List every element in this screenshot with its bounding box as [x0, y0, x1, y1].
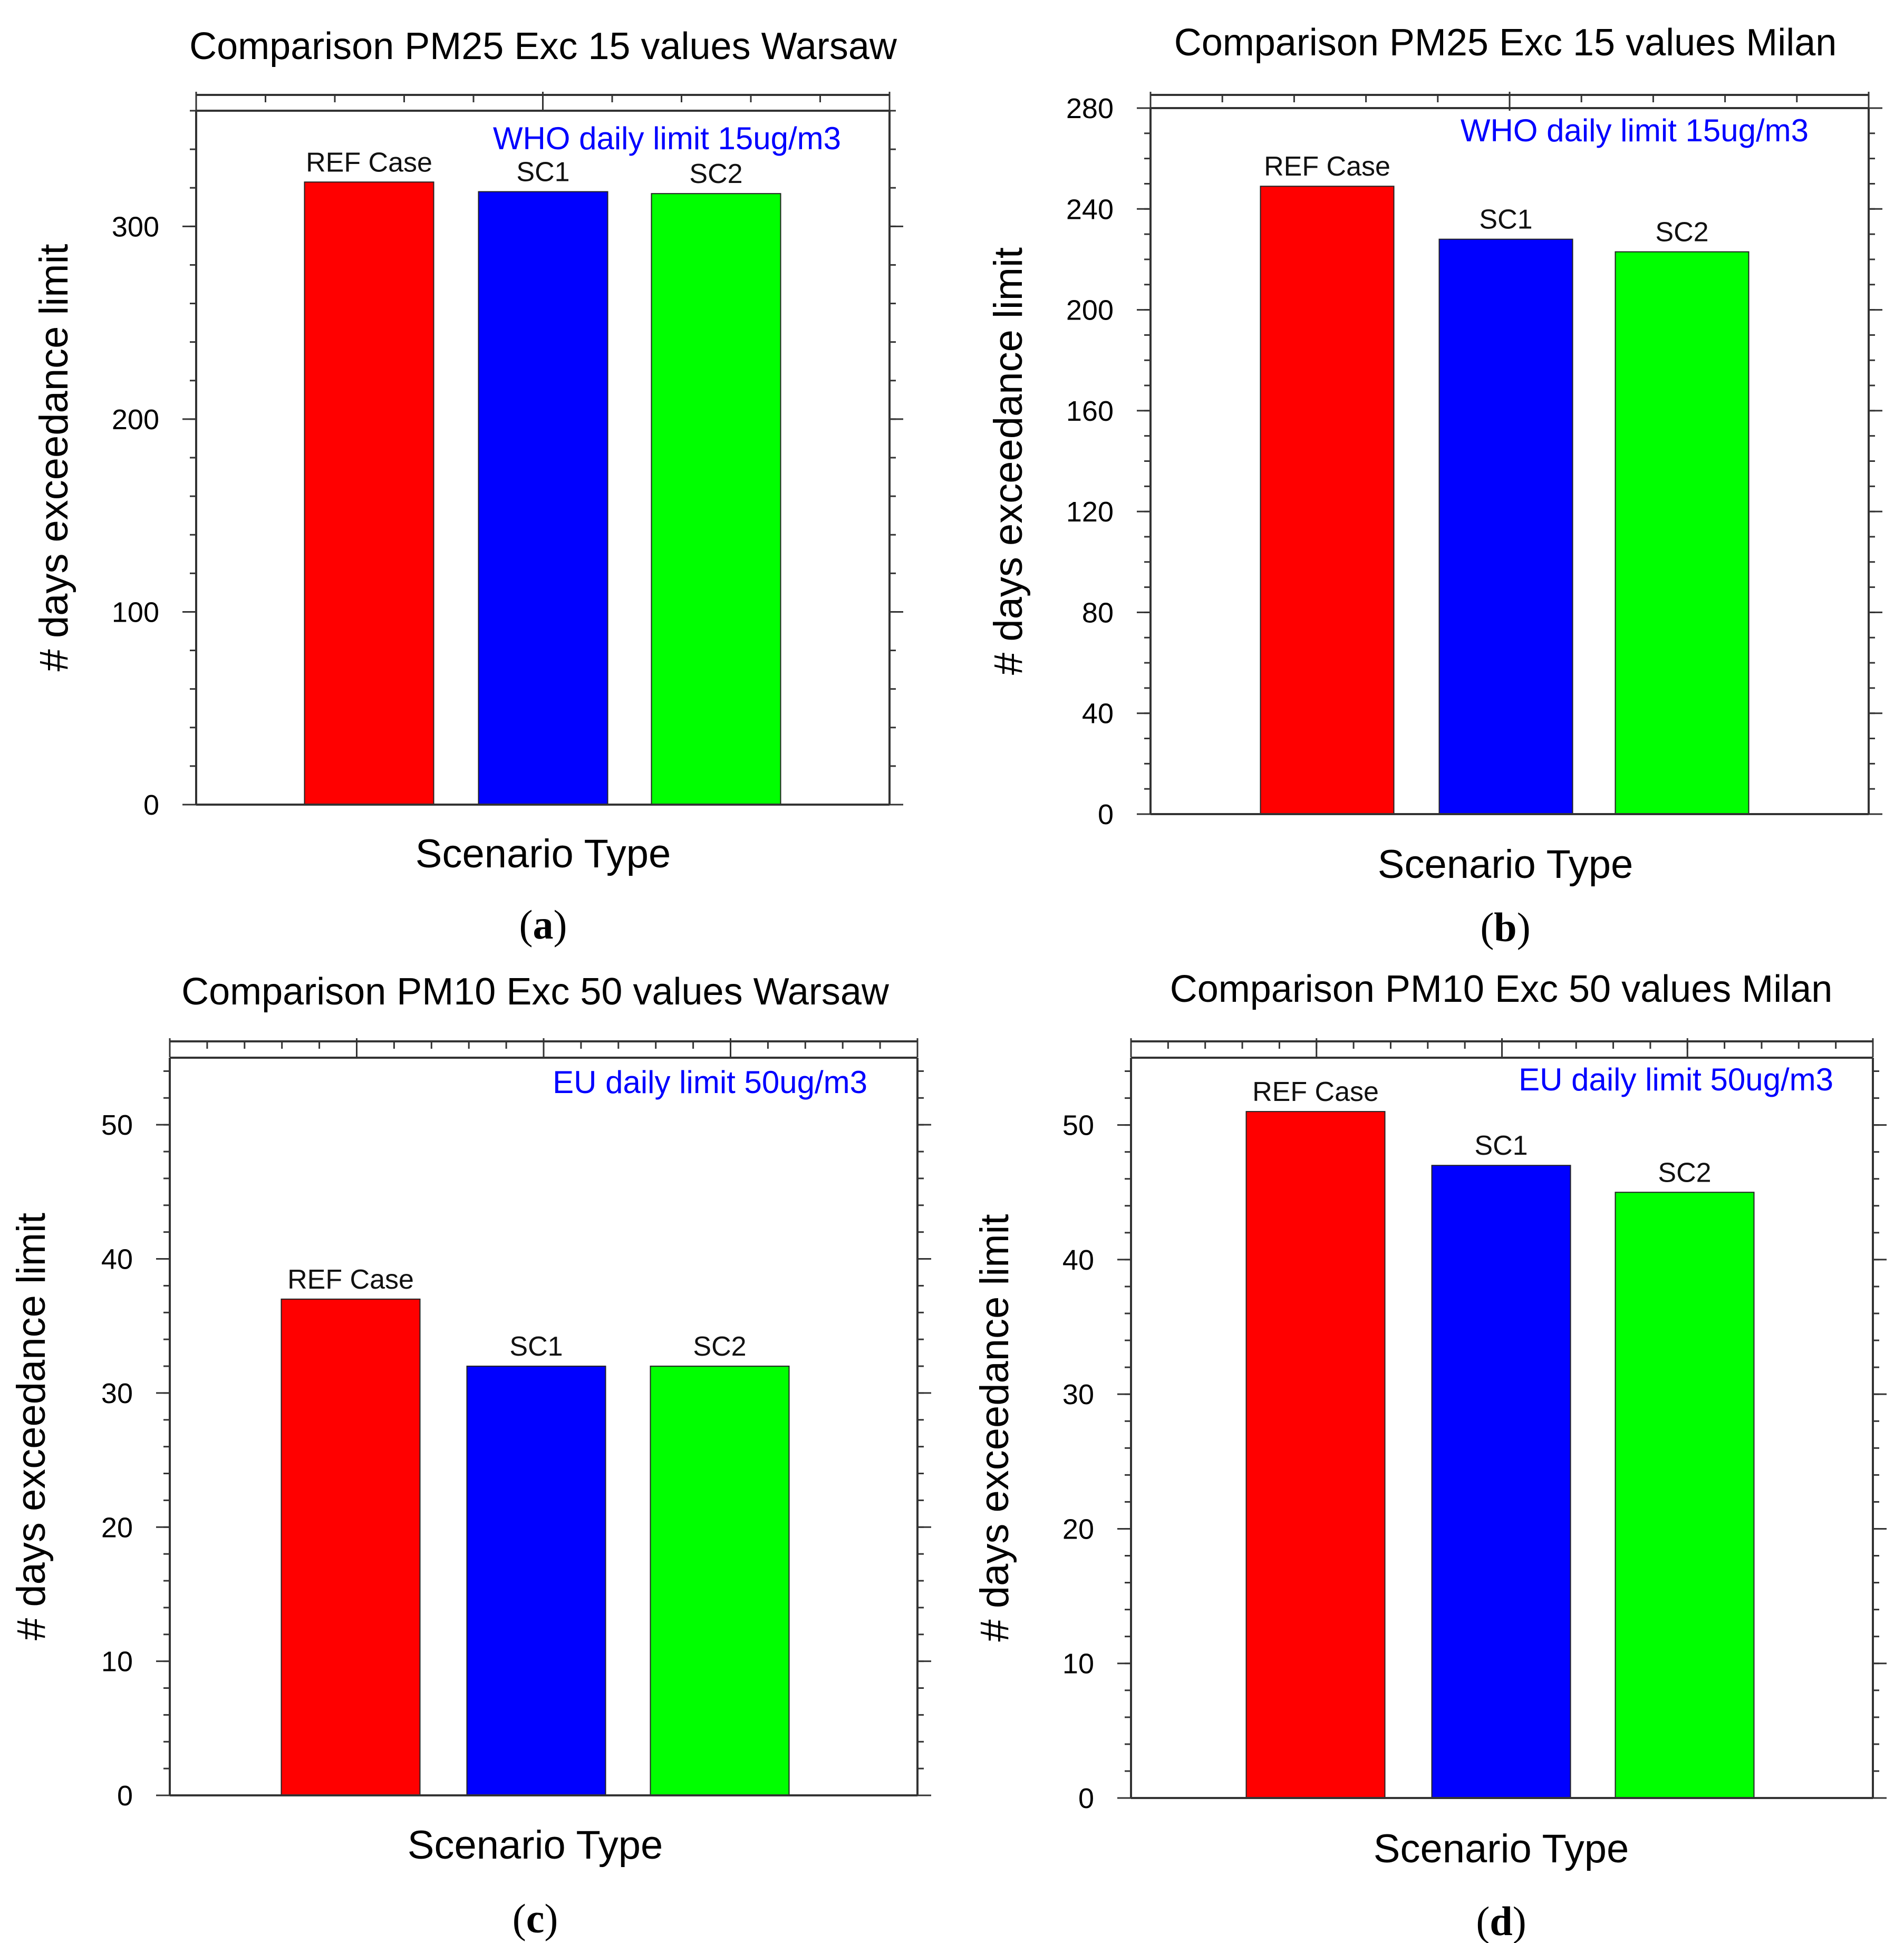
bar-label: SC2 — [1658, 1157, 1711, 1188]
bar-sc2 — [1615, 251, 1750, 815]
y-tick-label: 160 — [1066, 395, 1114, 427]
y-tick-label: 30 — [101, 1378, 133, 1409]
y-tick-label: 100 — [112, 596, 159, 628]
bar-sc1 — [1438, 238, 1573, 815]
y-axis-label: # days exceedance limit — [972, 1214, 1017, 1641]
bar-label: REF Case — [287, 1264, 414, 1295]
y-tick-label: 30 — [1062, 1379, 1094, 1410]
y-tick-label: 40 — [1082, 698, 1114, 730]
limit-annotation: WHO daily limit 15ug/m3 — [1461, 113, 1809, 148]
y-axis-label: # days exceedance limit — [986, 247, 1031, 675]
bar-sc2 — [1615, 1192, 1755, 1799]
bar-ref-case — [1245, 1111, 1386, 1799]
y-tick-label: 50 — [101, 1109, 133, 1141]
y-tick-label: 200 — [1066, 295, 1114, 326]
y-tick-label: 40 — [1062, 1244, 1094, 1276]
chart-title: Comparison PM10 Exc 50 values Milan — [1170, 968, 1833, 1010]
chart-panel-d: Comparison PM10 Exc 50 values Milan REF C… — [972, 968, 1887, 1943]
bar-ref-case — [304, 181, 434, 805]
bar-label: SC1 — [1474, 1130, 1528, 1161]
bar-label: SC2 — [1655, 217, 1708, 248]
bar-label: SC1 — [516, 157, 569, 188]
bar-label: REF Case — [1264, 151, 1390, 182]
y-tick-label: 240 — [1066, 194, 1114, 225]
limit-annotation: EU daily limit 50ug/m3 — [553, 1065, 867, 1100]
chart-title: Comparison PM25 Exc 15 values Warsaw — [189, 25, 897, 67]
y-tick-label: 0 — [1078, 1783, 1094, 1814]
y-tick-label: 80 — [1082, 597, 1114, 629]
y-axis-label: # days exceedance limit — [32, 244, 76, 671]
y-tick-label: 0 — [117, 1780, 133, 1812]
y-tick-label: 40 — [101, 1244, 133, 1275]
y-tick-label: 20 — [1062, 1513, 1094, 1545]
bar-label: SC1 — [1479, 205, 1532, 235]
bar-label: SC2 — [693, 1331, 746, 1362]
bar-sc2 — [651, 193, 781, 806]
limit-annotation: WHO daily limit 15ug/m3 — [493, 121, 841, 156]
x-axis-label: Scenario Type — [415, 832, 671, 876]
x-axis-label: Scenario Type — [408, 1823, 663, 1868]
chart-title: Comparison PM25 Exc 15 values Milan — [1174, 22, 1837, 64]
y-tick-label: 280 — [1066, 93, 1114, 124]
panel-letter: (b) — [1480, 904, 1530, 950]
panel-letter: (a) — [519, 902, 567, 948]
bar-ref-case — [1260, 186, 1395, 815]
chart-panel-c: Comparison PM10 Exc 50 values Warsaw REF … — [9, 971, 931, 1941]
chart-title: Comparison PM10 Exc 50 values Warsaw — [181, 971, 890, 1013]
bar-ref-case — [281, 1298, 421, 1796]
y-tick-label: 0 — [143, 789, 159, 821]
y-tick-label: 0 — [1098, 799, 1114, 830]
bar-label: REF Case — [306, 147, 432, 178]
y-tick-label: 10 — [101, 1646, 133, 1678]
bar-sc1 — [466, 1366, 606, 1796]
x-axis-label: Scenario Type — [1378, 842, 1633, 887]
y-tick-label: 200 — [112, 404, 159, 436]
y-tick-label: 50 — [1062, 1110, 1094, 1142]
bar-sc1 — [1431, 1165, 1571, 1799]
bar-label: SC1 — [509, 1331, 563, 1362]
y-tick-label: 120 — [1066, 496, 1114, 528]
chart-panel-a: Comparison PM25 Exc 15 values Warsaw REF … — [32, 25, 903, 948]
bar-label: REF Case — [1252, 1077, 1379, 1107]
bar-sc1 — [478, 191, 608, 805]
panel-letter: (c) — [513, 1896, 558, 1941]
bar-sc2 — [650, 1366, 790, 1796]
limit-annotation: EU daily limit 50ug/m3 — [1519, 1062, 1833, 1097]
y-axis-label: # days exceedance limit — [9, 1213, 54, 1640]
bar-label: SC2 — [689, 159, 742, 189]
y-tick-label: 10 — [1062, 1648, 1094, 1680]
y-tick-label: 20 — [101, 1512, 133, 1543]
y-tick-label: 300 — [112, 211, 159, 243]
chart-panel-b: Comparison PM25 Exc 15 values Milan REF C… — [986, 22, 1882, 950]
x-axis-label: Scenario Type — [1374, 1826, 1629, 1871]
panel-letter: (d) — [1476, 1898, 1526, 1943]
